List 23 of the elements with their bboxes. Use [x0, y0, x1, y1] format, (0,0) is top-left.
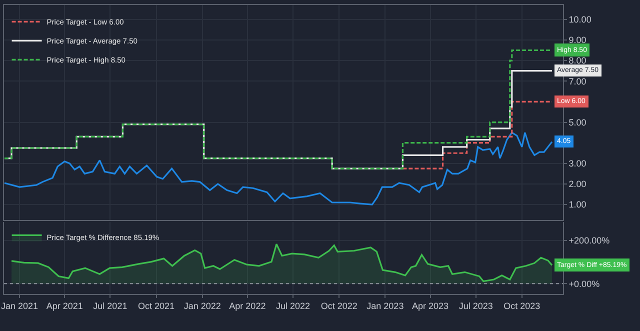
y-tick-label: 2.00: [568, 179, 586, 190]
x-tick-label: Jul 2021: [93, 300, 128, 311]
line-series: [4, 132, 553, 206]
y-tick-label: 5.00: [568, 117, 586, 128]
x-tick-label: Apr 2023: [412, 300, 449, 311]
y-tick-label: 7.00: [568, 76, 586, 86]
y-tick-label: +0.00%: [568, 278, 600, 289]
y-tick-label: +200.00%: [568, 236, 610, 246]
x-tick-label: Oct 2022: [320, 300, 358, 311]
x-tick-label: Oct 2021: [138, 300, 175, 311]
x-tick-label: Apr 2021: [46, 300, 83, 311]
y-tick-label: 8.00: [568, 56, 586, 66]
y-tick-label: 1.00: [568, 200, 586, 210]
y-tick-label: 3.00: [568, 158, 586, 169]
x-tick-label: Apr 2022: [229, 300, 266, 311]
x-tick-label: Jan 2021: [1, 300, 38, 311]
x-tick-label: Jan 2023: [366, 300, 404, 311]
x-tick-label: Oct 2023: [504, 300, 540, 311]
x-tick-label: Jan 2022: [184, 300, 221, 311]
x-tick-label: Jul 2023: [458, 300, 493, 311]
x-tick-label: Jul 2022: [276, 300, 310, 311]
y-tick-label: 9.00: [568, 35, 586, 46]
y-tick-label: 10.00: [568, 14, 592, 25]
